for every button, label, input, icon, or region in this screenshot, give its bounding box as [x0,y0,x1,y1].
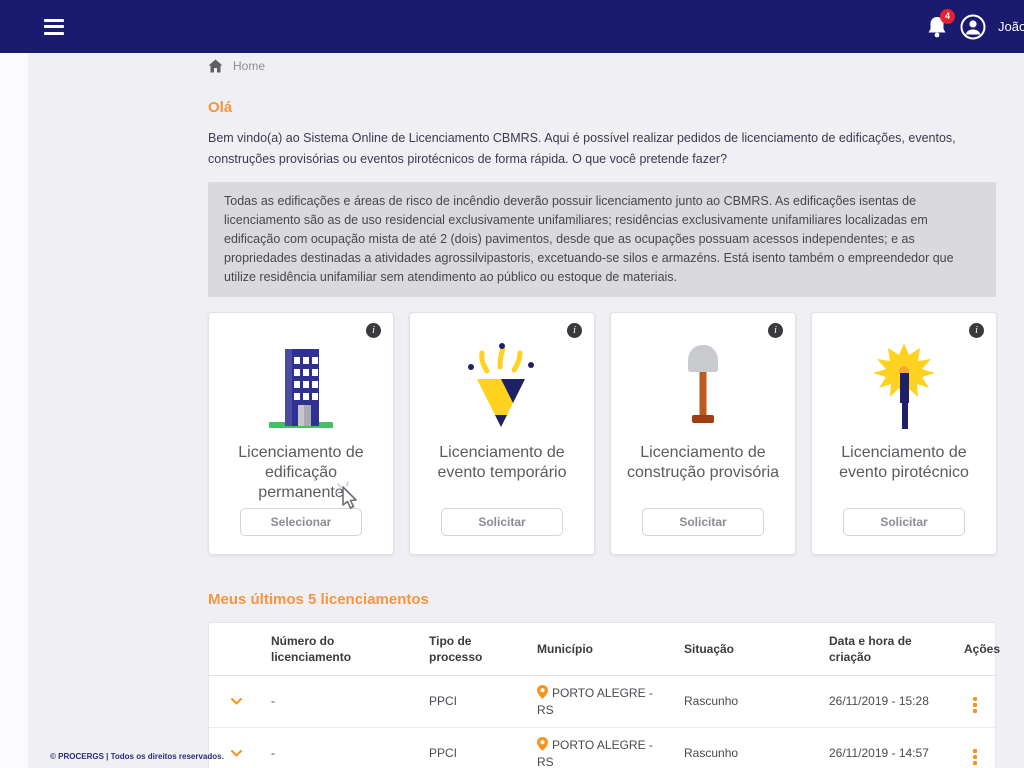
cell-numero: - [271,746,275,761]
cell-situacao: Rascunho [684,694,739,708]
license-type-cards: i Licenciamento de edificação per [208,312,997,555]
cell-municipio: PORTO ALEGRE - RS [537,736,653,768]
cell-numero: - [271,694,275,708]
info-icon[interactable]: i [768,323,783,338]
licenses-table: Número do licenciamento Tipo de processo… [208,622,1001,768]
collapsed-sidebar [0,53,28,768]
cell-municipio: PORTO ALEGRE - RS [537,684,653,717]
cell-data: 26/11/2019 - 14:57 [829,746,929,761]
table-row: - PPCI PORTO ALEGRE - RS Rascunho 26/11/… [209,728,997,768]
table-row: - PPCI PORTO ALEGRE - RS Rascunho 26/11/… [209,676,997,728]
breadcrumb-home-label[interactable]: Home [233,59,266,73]
cell-acoes [956,676,997,728]
card-edificacao-permanente: i Licenciamento de edificação per [208,312,394,555]
map-pin-icon [537,684,548,699]
user-avatar-icon[interactable] [960,14,986,40]
exemption-notice: Todas as edificações e áreas de risco de… [208,182,996,297]
cell-data: 26/11/2019 - 15:28 [829,694,929,708]
col-numero-header: Número do licenciamento [271,634,352,664]
home-icon[interactable] [208,59,223,73]
cell-tipo: PPCI [429,746,458,761]
cell-acoes [956,728,997,768]
solicitar-button[interactable]: Solicitar [642,508,764,536]
cell-situacao: Rascunho [684,746,739,761]
notification-badge: 4 [940,8,955,24]
card-title: Licenciamento de evento temporário [437,444,567,481]
solicitar-button[interactable]: Solicitar [441,508,563,536]
main-content: Home Olá Bem vindo(a) ao Sistema Online … [208,53,1001,768]
user-name[interactable]: João [998,19,1024,34]
shovel-icon [673,341,733,433]
party-cone-icon [457,341,547,433]
col-situacao-header: Situação [684,642,735,656]
row-actions-kebab-icon[interactable] [971,747,979,767]
row-expander[interactable] [209,676,263,728]
breadcrumb: Home [208,59,996,73]
table-header-row: Número do licenciamento Tipo de processo… [209,623,1001,676]
info-icon[interactable]: i [366,323,381,338]
col-municipio-header: Município [537,642,593,656]
welcome-text: Bem vindo(a) ao Sistema Online de Licenc… [208,131,956,166]
col-tipo-header: Tipo de processo [429,634,483,664]
info-icon[interactable]: i [969,323,984,338]
card-construcao-provisoria: i Licenciamento de construção provisória… [610,312,796,555]
footer-copyright: © PROCERGS | Todos os direitos reservado… [50,752,224,761]
col-data-header: Data e hora de criação [829,634,912,664]
card-title: Licenciamento de edificação permanente [238,444,364,501]
col-acoes-header: Ações [964,642,1001,656]
building-icon [261,341,341,433]
card-evento-temporario: i Licenciamento de event [409,312,595,555]
row-actions-kebab-icon[interactable] [971,695,979,715]
card-evento-pirotecnico: i Licenciamento de evento pirotécnico So… [811,312,997,555]
chevron-down-icon [231,698,242,705]
top-navbar: 4 João [0,0,1024,53]
cell-tipo: PPCI [429,694,458,708]
map-pin-icon [537,736,548,751]
row-expander[interactable] [209,728,263,768]
selecionar-button[interactable]: Selecionar [240,508,362,536]
page-title: Olá [208,99,233,116]
card-title: Licenciamento de construção provisória [626,444,780,481]
card-title: Licenciamento de evento pirotécnico [839,444,969,481]
notifications-button[interactable]: 4 [926,8,955,39]
col-expander [209,623,263,676]
firework-icon [869,341,939,433]
licenses-section-title: Meus últimos 5 licenciamentos [208,591,429,608]
navbar-right: 4 João [926,0,1024,53]
solicitar-button[interactable]: Solicitar [843,508,965,536]
info-icon[interactable]: i [567,323,582,338]
hamburger-menu-icon[interactable] [44,18,64,35]
chevron-down-icon [231,750,242,758]
